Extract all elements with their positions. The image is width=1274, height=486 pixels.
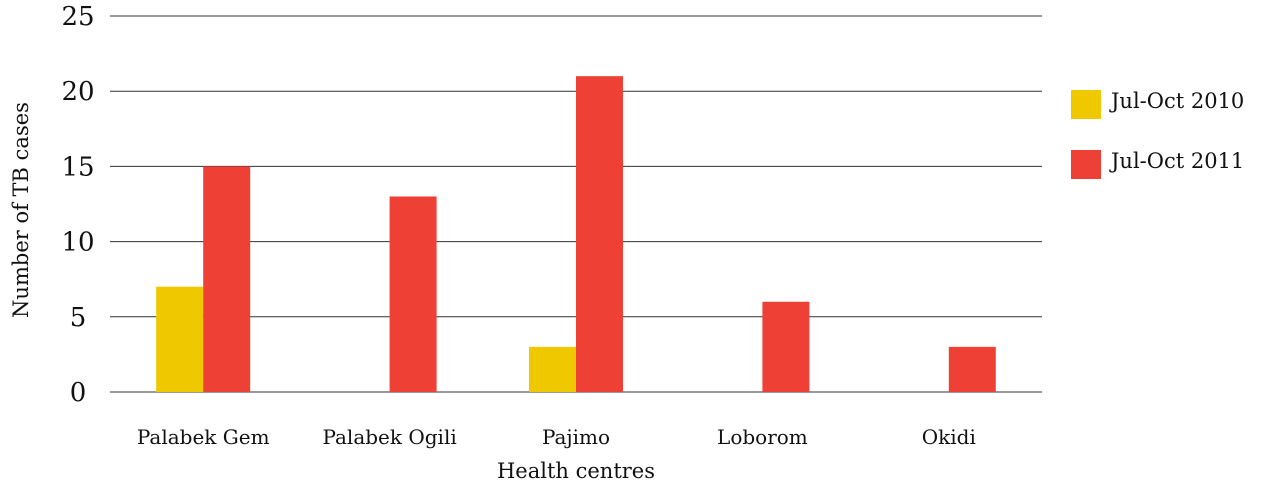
- x-axis-title: Health centres: [497, 459, 655, 483]
- y-tick-labels: 0 5 10 15 20 25: [61, 2, 94, 408]
- legend-swatch: [1071, 90, 1101, 119]
- y-tick-label: 15: [61, 152, 94, 182]
- y-tick-label: 0: [70, 378, 87, 408]
- legend-label: Jul-Oct 2010: [1109, 89, 1244, 113]
- x-tick-label: Pajimo: [542, 425, 610, 449]
- legend: Jul-Oct 2010 Jul-Oct 2011: [1071, 89, 1244, 179]
- bar: [203, 166, 251, 392]
- y-tick-label: 10: [61, 228, 94, 258]
- y-tick-label: 5: [70, 303, 87, 333]
- x-tick-label: Loborom: [717, 425, 808, 449]
- y-axis-title: Number of TB cases: [9, 102, 33, 318]
- bar: [529, 346, 576, 392]
- legend-swatch: [1071, 150, 1101, 179]
- x-tick-label: Palabek Ogili: [322, 425, 456, 449]
- bar: [762, 301, 810, 392]
- x-tick-label: Palabek Gem: [137, 425, 270, 449]
- y-tick-label: 25: [61, 2, 94, 32]
- legend-label: Jul-Oct 2011: [1109, 149, 1244, 173]
- bars: [156, 76, 996, 392]
- y-tick-label: 20: [61, 77, 94, 107]
- bar: [156, 286, 204, 392]
- bar: [576, 76, 623, 392]
- x-tick-label: Okidi: [922, 425, 976, 449]
- bar: [389, 196, 437, 392]
- x-tick-labels: Palabek Gem Palabek Ogili Pajimo Loborom Oki…: [137, 425, 976, 449]
- bar: [948, 346, 996, 392]
